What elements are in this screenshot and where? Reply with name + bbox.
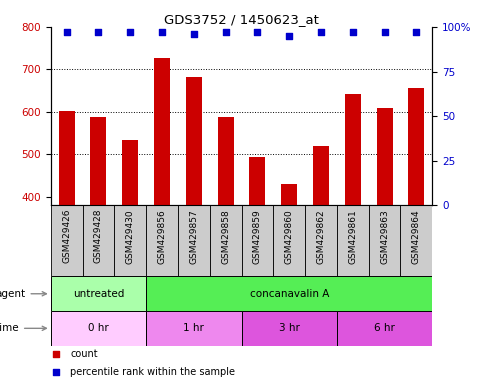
Title: GDS3752 / 1450623_at: GDS3752 / 1450623_at	[164, 13, 319, 26]
Bar	[249, 157, 265, 205]
Text: GSM429861: GSM429861	[348, 209, 357, 264]
Bar	[273, 205, 305, 276]
Bar	[305, 205, 337, 276]
Bar	[369, 205, 400, 276]
Bar	[400, 205, 432, 276]
Bar	[146, 205, 178, 276]
Text: GSM429858: GSM429858	[221, 209, 230, 264]
Point	[63, 29, 71, 35]
Point	[412, 29, 420, 35]
Bar	[146, 311, 242, 346]
Bar	[58, 111, 74, 205]
Text: GSM429857: GSM429857	[189, 209, 199, 264]
Text: GSM429859: GSM429859	[253, 209, 262, 264]
Point	[52, 351, 59, 357]
Text: 0 hr: 0 hr	[88, 323, 109, 333]
Text: concanavalin A: concanavalin A	[250, 289, 329, 299]
Bar	[218, 117, 234, 205]
Text: GSM429864: GSM429864	[412, 209, 421, 264]
Bar	[178, 205, 210, 276]
Bar	[51, 311, 146, 346]
Point	[222, 29, 229, 35]
Text: GSM429856: GSM429856	[157, 209, 167, 264]
Point	[349, 29, 356, 35]
Point	[381, 29, 388, 35]
Bar	[409, 88, 425, 205]
Text: 1 hr: 1 hr	[184, 323, 204, 333]
Bar	[83, 205, 114, 276]
Bar	[186, 78, 202, 205]
Point	[95, 29, 102, 35]
Bar	[242, 205, 273, 276]
Bar	[210, 205, 242, 276]
Bar	[377, 108, 393, 205]
Bar	[242, 311, 337, 346]
Point	[317, 29, 325, 35]
Text: percentile rank within the sample: percentile rank within the sample	[70, 366, 235, 377]
Bar	[337, 311, 432, 346]
Bar	[154, 58, 170, 205]
Text: GSM429426: GSM429426	[62, 209, 71, 263]
Text: agent: agent	[0, 289, 46, 299]
Point	[190, 31, 198, 37]
Text: GSM429428: GSM429428	[94, 209, 103, 263]
Bar	[146, 276, 432, 311]
Text: untreated: untreated	[73, 289, 124, 299]
Text: GSM429863: GSM429863	[380, 209, 389, 264]
Bar	[345, 94, 361, 205]
Text: GSM429862: GSM429862	[316, 209, 326, 264]
Bar	[313, 146, 329, 205]
Bar	[122, 141, 138, 205]
Point	[127, 29, 134, 35]
Point	[285, 33, 293, 39]
Bar	[337, 205, 369, 276]
Text: GSM429430: GSM429430	[126, 209, 135, 264]
Text: 3 hr: 3 hr	[279, 323, 299, 333]
Bar	[51, 205, 83, 276]
Text: 6 hr: 6 hr	[374, 323, 395, 333]
Bar	[51, 276, 146, 311]
Point	[254, 29, 261, 35]
Text: time: time	[0, 323, 46, 333]
Text: GSM429860: GSM429860	[284, 209, 294, 264]
Point	[52, 369, 59, 375]
Bar	[114, 205, 146, 276]
Bar	[281, 184, 297, 205]
Point	[158, 29, 166, 35]
Bar	[90, 117, 106, 205]
Text: count: count	[70, 349, 98, 359]
